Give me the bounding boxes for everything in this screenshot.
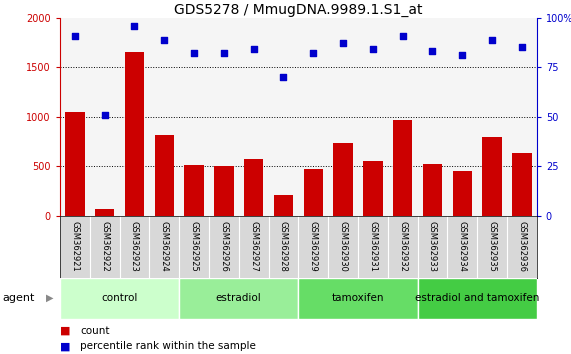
Text: ■: ■	[60, 341, 70, 351]
Point	[428, 48, 437, 54]
Text: GSM362929: GSM362929	[309, 221, 317, 272]
Text: GSM362934: GSM362934	[458, 221, 467, 272]
Bar	[363, 161, 383, 216]
Bar	[417, 278, 537, 319]
Text: GSM362927: GSM362927	[249, 221, 258, 272]
Bar	[179, 278, 299, 319]
Point	[100, 112, 109, 118]
Bar	[65, 112, 85, 216]
Text: agent: agent	[3, 293, 35, 303]
Point	[488, 37, 497, 42]
Text: control: control	[102, 293, 138, 303]
Bar	[393, 120, 412, 216]
Text: estradiol: estradiol	[216, 293, 262, 303]
Bar	[274, 195, 293, 216]
Bar	[125, 52, 144, 216]
Bar	[453, 171, 472, 216]
Point	[160, 37, 169, 42]
Bar	[512, 154, 532, 216]
Bar	[482, 137, 502, 216]
Bar	[333, 143, 353, 216]
Bar	[244, 159, 263, 216]
Point	[130, 23, 139, 28]
Text: GSM362932: GSM362932	[398, 221, 407, 272]
Point	[249, 47, 258, 52]
Text: GSM362923: GSM362923	[130, 221, 139, 272]
Text: GSM362935: GSM362935	[488, 221, 497, 272]
Bar	[304, 169, 323, 216]
Text: GSM362933: GSM362933	[428, 221, 437, 272]
Text: GSM362930: GSM362930	[339, 221, 348, 272]
Text: percentile rank within the sample: percentile rank within the sample	[80, 341, 256, 351]
Bar	[184, 165, 204, 216]
Text: ■: ■	[60, 326, 70, 336]
Text: GSM362936: GSM362936	[517, 221, 526, 272]
Text: GSM362926: GSM362926	[219, 221, 228, 272]
Bar	[95, 209, 114, 216]
Point	[219, 51, 228, 56]
Bar	[60, 278, 179, 319]
Text: GSM362922: GSM362922	[100, 221, 109, 272]
Point	[339, 41, 348, 46]
Point	[458, 52, 467, 58]
Point	[309, 51, 318, 56]
Point	[190, 51, 199, 56]
Point	[368, 47, 377, 52]
Point	[70, 33, 79, 38]
Point	[517, 45, 526, 50]
Text: GSM362924: GSM362924	[160, 221, 169, 272]
Text: estradiol and tamoxifen: estradiol and tamoxifen	[415, 293, 540, 303]
Text: count: count	[80, 326, 110, 336]
Point	[279, 74, 288, 80]
Text: ▶: ▶	[46, 293, 53, 303]
Text: GSM362921: GSM362921	[70, 221, 79, 272]
Text: GSM362925: GSM362925	[190, 221, 199, 272]
Text: GSM362931: GSM362931	[368, 221, 377, 272]
Bar	[423, 164, 442, 216]
Bar	[214, 166, 234, 216]
Text: tamoxifen: tamoxifen	[332, 293, 384, 303]
Point	[398, 33, 407, 38]
Text: GSM362928: GSM362928	[279, 221, 288, 272]
Title: GDS5278 / MmugDNA.9989.1.S1_at: GDS5278 / MmugDNA.9989.1.S1_at	[174, 3, 423, 17]
Bar	[155, 135, 174, 216]
Bar	[299, 278, 417, 319]
